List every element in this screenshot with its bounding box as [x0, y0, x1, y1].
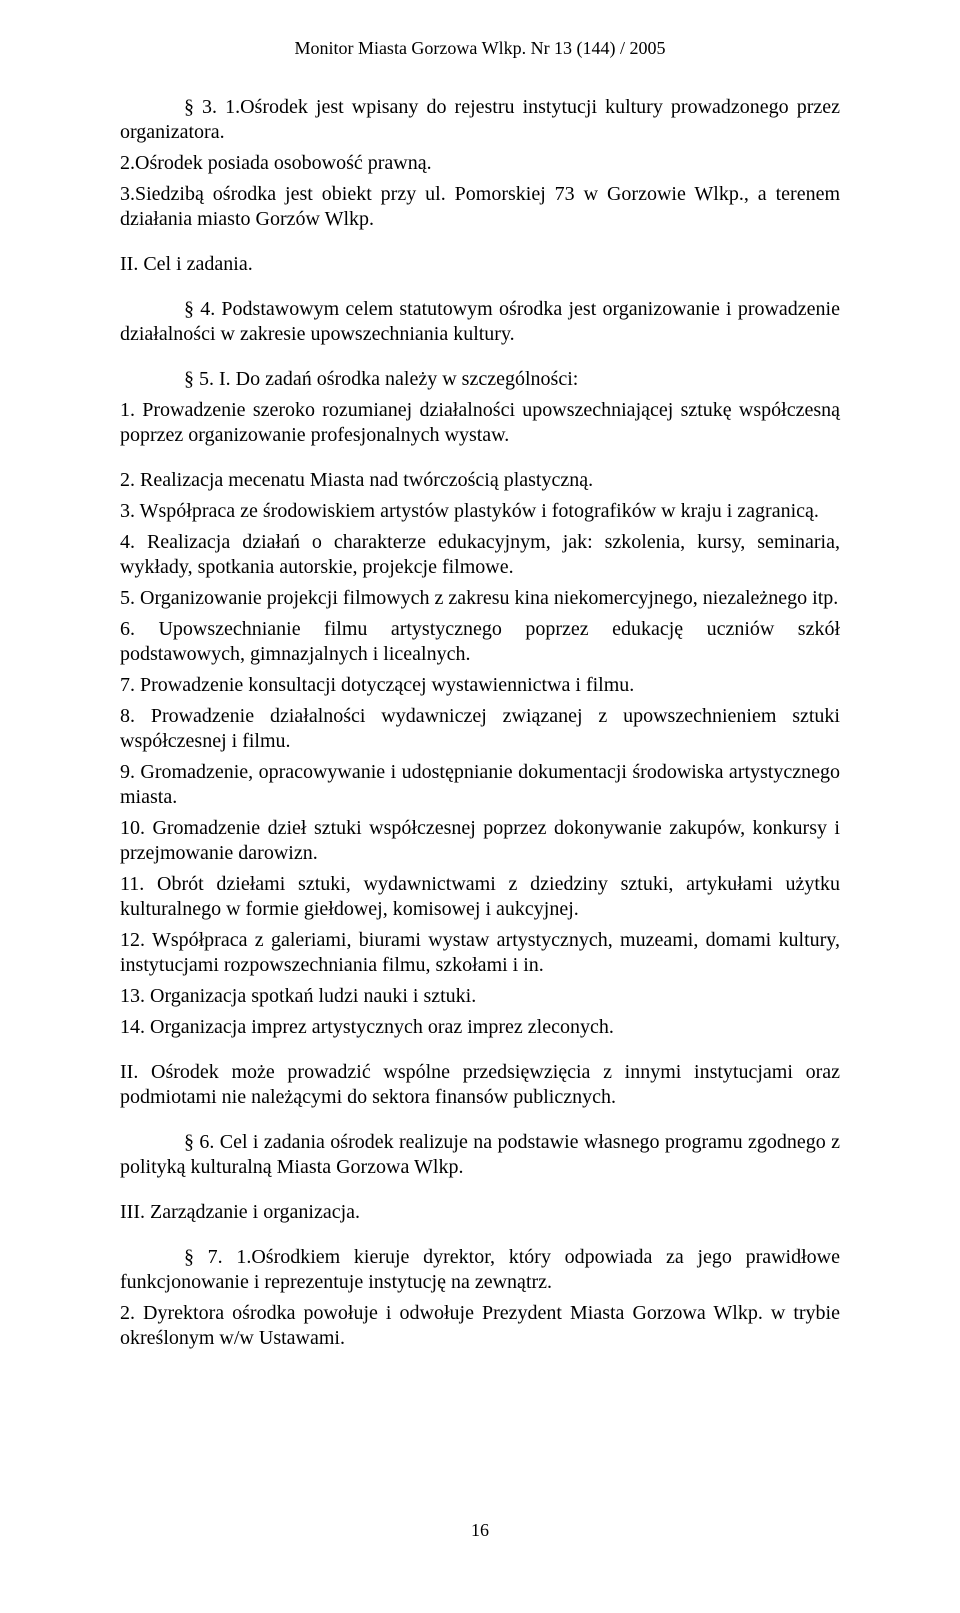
- page-number: 16: [0, 1520, 960, 1541]
- document-page: Monitor Miasta Gorzowa Wlkp. Nr 13 (144)…: [0, 0, 960, 1613]
- paragraph-7-1: § 7. 1.Ośrodkiem kieruje dyrektor, który…: [120, 1245, 840, 1295]
- task-item-14: 14. Organizacja imprez artystycznych ora…: [120, 1015, 840, 1040]
- task-item-10: 10. Gromadzenie dzieł sztuki współczesne…: [120, 816, 840, 866]
- task-item-6: 6. Upowszechnianie filmu artystycznego p…: [120, 617, 840, 667]
- task-item-12: 12. Współpraca z galeriami, biurami wyst…: [120, 928, 840, 978]
- task-item-7: 7. Prowadzenie konsultacji dotyczącej wy…: [120, 673, 840, 698]
- task-item-4: 4. Realizacja działań o charakterze eduk…: [120, 530, 840, 580]
- paragraph-3-1: § 3. 1.Ośrodek jest wpisany do rejestru …: [120, 95, 840, 145]
- task-item-3: 3. Współpraca ze środowiskiem artystów p…: [120, 499, 840, 524]
- section-ii-title: II. Cel i zadania.: [120, 252, 840, 277]
- paragraph-5: § 5. I. Do zadań ośrodka należy w szczeg…: [120, 367, 840, 392]
- paragraph-ii: II. Ośrodek może prowadzić wspólne przed…: [120, 1060, 840, 1110]
- paragraph-7-2: 2. Dyrektora ośrodka powołuje i odwołuje…: [120, 1301, 840, 1351]
- page-header: Monitor Miasta Gorzowa Wlkp. Nr 13 (144)…: [120, 38, 840, 59]
- task-item-8: 8. Prowadzenie działalności wydawniczej …: [120, 704, 840, 754]
- paragraph-4: § 4. Podstawowym celem statutowym ośrodk…: [120, 297, 840, 347]
- task-item-1: 1. Prowadzenie szeroko rozumianej działa…: [120, 398, 840, 448]
- paragraph-3-2: 2.Ośrodek posiada osobowość prawną.: [120, 151, 840, 176]
- section-iii-title: III. Zarządzanie i organizacja.: [120, 1200, 840, 1225]
- paragraph-6: § 6. Cel i zadania ośrodek realizuje na …: [120, 1130, 840, 1180]
- paragraph-3-3: 3.Siedzibą ośrodka jest obiekt przy ul. …: [120, 182, 840, 232]
- task-item-5: 5. Organizowanie projekcji filmowych z z…: [120, 586, 840, 611]
- task-item-13: 13. Organizacja spotkań ludzi nauki i sz…: [120, 984, 840, 1009]
- task-item-9: 9. Gromadzenie, opracowywanie i udostępn…: [120, 760, 840, 810]
- task-item-2: 2. Realizacja mecenatu Miasta nad twórcz…: [120, 468, 840, 493]
- task-item-11: 11. Obrót dziełami sztuki, wydawnictwami…: [120, 872, 840, 922]
